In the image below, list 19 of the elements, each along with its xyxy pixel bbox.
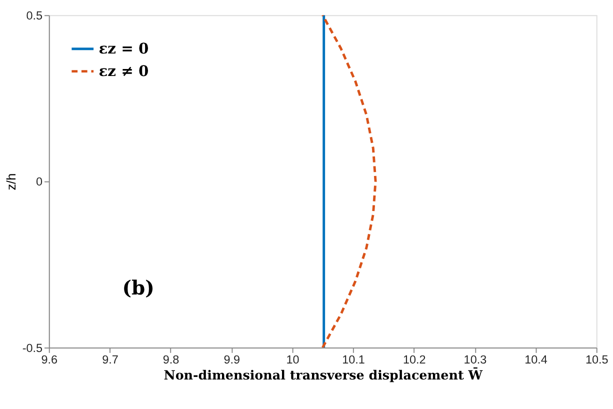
x-tick-label: 9.9: [224, 354, 240, 367]
y-tick-label: 0: [36, 176, 43, 189]
x-tick-label: 9.8: [162, 354, 180, 367]
x-tick-label: 10: [286, 354, 300, 367]
y-tick-label: 0.5: [26, 10, 44, 23]
line-series: [321, 15, 377, 348]
x-tick-label: 10.2: [402, 354, 426, 367]
legend-label: εz = 0: [98, 40, 149, 58]
x-tick-label: 10.3: [464, 354, 487, 367]
annotation: (b): [122, 276, 154, 300]
y-axis-title: z/h: [4, 173, 18, 190]
x-tick-label: 10.4: [524, 354, 548, 367]
x-tick-label: 9.7: [102, 354, 118, 367]
legend-label: εz ≠ 0: [98, 63, 149, 80]
y-tick-label: -0.5: [22, 342, 43, 355]
x-axis-title: Non-dimensional transverse displacement W̄: [164, 366, 484, 382]
x-tick-label: 10.5: [585, 354, 609, 367]
x-tick-label: 9.6: [41, 354, 58, 367]
x-tick-label: 10.1: [342, 354, 365, 367]
